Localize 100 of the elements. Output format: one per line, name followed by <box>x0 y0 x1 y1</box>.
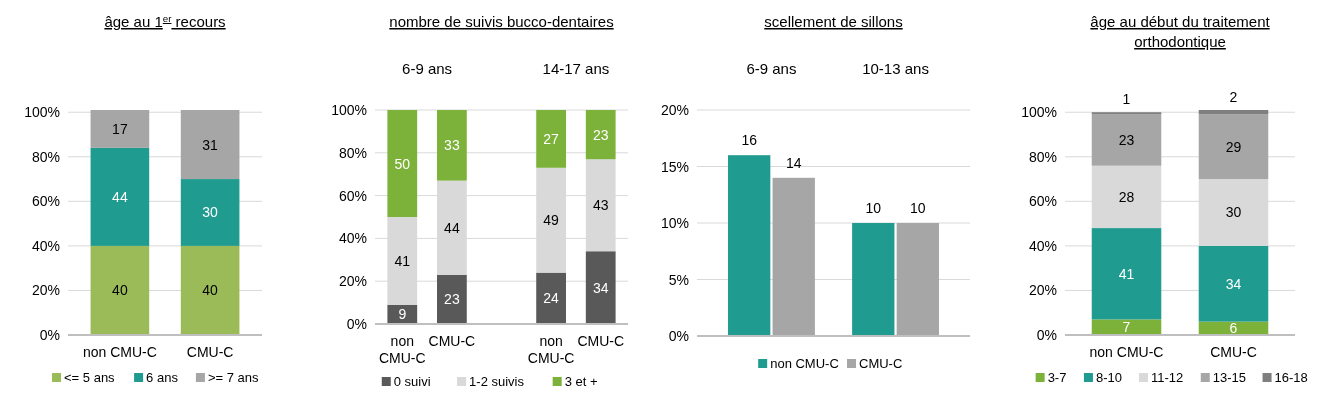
x-tick-label: CMU-C <box>186 344 234 360</box>
y-tick-label: 80% <box>338 144 367 161</box>
data-label: 16 <box>741 132 758 149</box>
bar <box>585 251 616 324</box>
legend-label: >= 7 ans <box>207 370 259 385</box>
chart-title: scellement de sillons <box>764 13 903 30</box>
x-tick-label: non CMU-C <box>378 333 426 366</box>
bar <box>852 223 895 336</box>
bar <box>772 177 815 336</box>
data-label: 44 <box>444 219 460 236</box>
data-label: 49 <box>543 212 560 229</box>
y-tick-label: 20% <box>31 282 60 299</box>
data-label: 9 <box>398 306 407 323</box>
y-tick-label: 100% <box>331 102 367 118</box>
data-label: 33 <box>444 137 460 154</box>
data-label: 1 <box>1122 91 1131 108</box>
data-label: 23 <box>1118 132 1135 149</box>
y-tick-label: 10% <box>660 215 689 231</box>
bar <box>1091 114 1162 166</box>
legend-label: 16-18 <box>1274 370 1308 385</box>
data-label: 40 <box>112 282 128 299</box>
bar <box>180 179 240 246</box>
data-label: 31 <box>202 136 219 153</box>
y-tick-label: 20% <box>660 102 689 118</box>
data-label: 41 <box>1118 265 1135 282</box>
chart-title: nombre de suivis bucco-dentaires <box>389 13 614 30</box>
y-tick-label: 5% <box>668 271 689 288</box>
data-label: 27 <box>543 130 560 147</box>
data-label: 30 <box>1225 204 1242 221</box>
data-label: 30 <box>202 204 219 221</box>
y-tick-label: 60% <box>1028 193 1057 210</box>
text: 14-17 ans <box>542 60 610 77</box>
legend-label: 3 et + <box>564 374 598 389</box>
legend-label: 8-10 <box>1095 370 1122 385</box>
legend-label: 13-15 <box>1212 370 1247 385</box>
chart-title: âge au début du traitement orthodontique <box>1090 13 1271 50</box>
data-label: 41 <box>394 252 411 269</box>
data-label: 23 <box>444 291 460 308</box>
data-label: 34 <box>592 279 609 296</box>
bar <box>387 110 418 217</box>
data-label: 6 <box>1229 320 1238 337</box>
legend-label: 11-12 <box>1150 370 1184 385</box>
bar <box>437 274 467 324</box>
x-tick-label: CMU-C <box>1210 344 1257 360</box>
bar <box>180 110 240 180</box>
bar <box>728 155 771 336</box>
data-label: 34 <box>1225 275 1242 292</box>
bar <box>1091 319 1162 335</box>
y-tick-label: 80% <box>1028 148 1057 165</box>
data-label: 24 <box>543 290 560 307</box>
y-tick-label: 40% <box>338 230 367 247</box>
y-tick-label: 100% <box>24 104 60 121</box>
y-tick-label: 15% <box>660 158 689 175</box>
x-tick-label: CMU-C <box>577 333 625 349</box>
data-label: 14 <box>785 154 802 171</box>
y-tick-label: 20% <box>338 273 367 290</box>
x-tick-label: 10-13 ans <box>862 60 929 77</box>
y-tick-label: 0% <box>39 327 60 343</box>
bar <box>90 110 150 148</box>
y-tick-label: 60% <box>31 193 60 210</box>
data-label: 10 <box>910 200 926 216</box>
data-label: 2 <box>1229 89 1238 105</box>
bar <box>896 223 939 336</box>
bar <box>90 245 150 335</box>
data-label: 44 <box>112 188 128 205</box>
x-tick-label: non CMU-C <box>527 333 575 366</box>
bar <box>585 110 616 160</box>
legend-label: 0 suivi <box>393 374 431 389</box>
data-label: 7 <box>1122 319 1131 336</box>
x-tick-label: CMU-C <box>428 333 476 349</box>
data-label: 23 <box>592 126 609 143</box>
bar <box>90 147 150 246</box>
bar <box>437 110 467 181</box>
bar <box>180 245 240 335</box>
y-tick-label: 40% <box>31 237 60 254</box>
y-tick-label: 0% <box>668 328 689 344</box>
x-tick-label: non CMU-C <box>1089 344 1164 360</box>
y-tick-label: 0% <box>346 316 367 332</box>
bar <box>1198 114 1269 180</box>
y-tick-label: 40% <box>1028 237 1057 254</box>
legend-label: <= 5 ans <box>64 370 116 385</box>
legend-label: 6 ans <box>146 370 179 385</box>
y-tick-label: 100% <box>1021 104 1057 121</box>
bar <box>536 110 566 168</box>
data-label: 50 <box>394 155 411 172</box>
y-tick-label: 20% <box>1028 282 1057 299</box>
legend-label: 3-7 <box>1047 370 1067 385</box>
data-label: 17 <box>112 120 128 137</box>
chart-title: âge au 1$^{er}$ recours <box>104 12 226 30</box>
data-label: 40 <box>202 282 219 299</box>
bar <box>1091 228 1162 320</box>
data-label: 29 <box>1225 138 1242 155</box>
y-tick-label: 0% <box>1036 327 1057 343</box>
x-tick-label: non CMU-C <box>82 344 157 360</box>
bar <box>1198 245 1269 322</box>
y-tick-label: 80% <box>31 148 60 165</box>
data-label: 43 <box>592 197 609 214</box>
data-label: 10 <box>865 200 882 216</box>
legend-label: 1-2 suivis <box>469 374 525 389</box>
bar <box>536 272 566 324</box>
